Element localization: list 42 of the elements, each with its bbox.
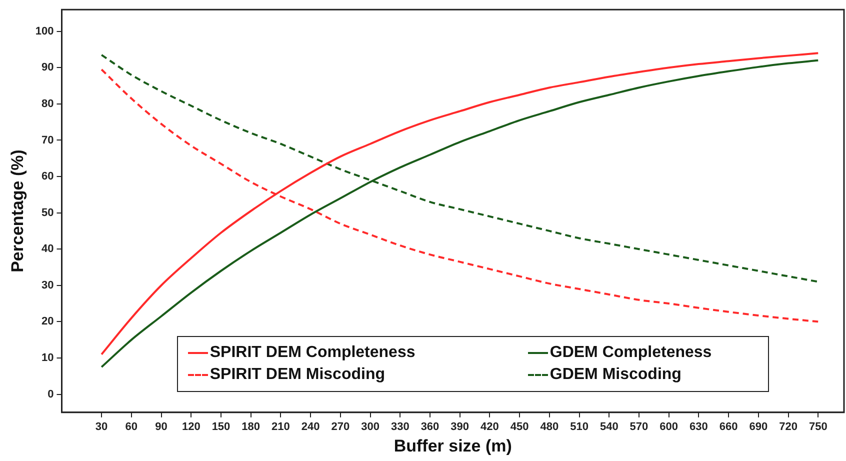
- x-tick-label: 90: [155, 421, 168, 434]
- x-tick-label: 600: [660, 421, 678, 434]
- x-tick-label: 360: [420, 421, 440, 434]
- y-tick-label: 50: [42, 206, 54, 219]
- legend-label: GDEM Miscoding: [550, 365, 682, 386]
- x-tick-label: 540: [600, 421, 618, 434]
- x-tick-label: 330: [390, 421, 410, 434]
- x-axis-title: Buffer size (m): [394, 436, 512, 456]
- y-tick-label: 30: [42, 279, 54, 292]
- x-tick-label: 420: [480, 421, 499, 434]
- x-tick-label: 300: [361, 421, 380, 434]
- x-tick-label: 570: [630, 421, 648, 434]
- x-tick-label: 120: [182, 421, 200, 434]
- x-tick-label: 240: [301, 421, 320, 434]
- x-tick-label: 180: [242, 421, 260, 434]
- x-tick-label: 60: [125, 421, 138, 434]
- y-tick-label: 80: [42, 98, 54, 110]
- y-tick-label: 70: [42, 134, 54, 146]
- legend-label: GDEM Completeness: [550, 343, 712, 364]
- x-tick-label: 210: [272, 421, 290, 434]
- x-tick-label: 660: [719, 421, 738, 434]
- y-tick-label: 40: [42, 243, 54, 256]
- x-tick-label: 450: [510, 421, 529, 434]
- x-tick-label: 480: [540, 421, 559, 434]
- y-tick-label: 10: [42, 352, 54, 364]
- y-tick-label: 90: [42, 62, 54, 74]
- legend-label: SPIRIT DEM Miscoding: [210, 365, 385, 386]
- y-tick-label: 20: [42, 316, 54, 328]
- x-tick-label: 390: [450, 421, 470, 434]
- y-tick-label: 60: [42, 170, 54, 183]
- x-tick-label: 750: [808, 421, 828, 434]
- x-tick-label: 720: [779, 421, 798, 434]
- legend-label: SPIRIT DEM Completeness: [210, 343, 416, 364]
- y-tick-label: 0: [48, 388, 54, 400]
- x-tick-label: 150: [212, 421, 230, 434]
- y-tick-label: 100: [35, 25, 54, 38]
- x-tick-label: 630: [690, 421, 708, 434]
- x-tick-label: 510: [570, 421, 588, 434]
- x-tick-label: 270: [331, 421, 350, 434]
- x-tick-label: 690: [749, 421, 768, 434]
- x-tick-label: 30: [95, 421, 108, 434]
- y-axis-title: Percentage (%): [8, 150, 27, 272]
